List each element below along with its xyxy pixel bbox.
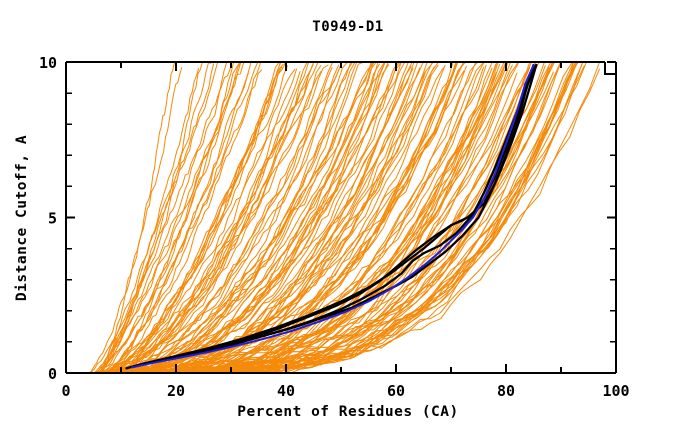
x-axis-ticks: [65, 62, 617, 373]
model-curve: [95, 61, 252, 373]
model-curve: [102, 72, 249, 374]
model-curve: [101, 68, 296, 373]
model-curve: [112, 61, 415, 374]
y-axis-ticks: [66, 61, 616, 374]
model-curve: [87, 67, 183, 374]
reference-curve: [130, 63, 538, 368]
axis-top-notch: [604, 62, 616, 75]
model-curve: [108, 61, 379, 374]
model-curve: [94, 62, 240, 374]
model-curve-ensemble: [87, 61, 600, 374]
model-curve: [102, 61, 319, 373]
model-curve: [119, 61, 402, 374]
model-curve: [110, 61, 315, 374]
model-curve: [99, 61, 262, 373]
model-curve: [101, 61, 282, 374]
model-curve: [116, 61, 374, 373]
model-curve: [98, 63, 215, 374]
y-tick-label: 0: [48, 365, 57, 383]
y-tick-label: 5: [48, 210, 57, 228]
x-tick-label: 20: [167, 382, 185, 400]
model-curve: [99, 67, 200, 374]
highlighted-curve: [131, 64, 535, 369]
y-tick-label: 10: [39, 54, 57, 72]
x-axis-title: Percent of Residues (CA): [237, 404, 459, 420]
y-axis-title: Distance Cutoff, A: [14, 135, 30, 301]
x-tick-label: 80: [497, 382, 515, 400]
model-curve: [111, 61, 365, 374]
y-axis-tick-labels: 0 5 10: [39, 54, 57, 383]
x-tick-label: 100: [602, 382, 629, 400]
highlighted-curve-group: [131, 64, 535, 369]
reference-curve: [141, 63, 535, 365]
model-curve: [91, 67, 231, 373]
x-tick-label: 60: [387, 382, 405, 400]
x-axis-tick-labels: 0 20 40 60 80 100: [61, 382, 629, 400]
model-curve: [130, 63, 519, 374]
model-curve: [141, 65, 585, 374]
model-curve: [109, 70, 322, 373]
model-curve: [103, 69, 263, 374]
x-tick-label: 40: [277, 382, 295, 400]
chart-title: T0949-D1: [312, 19, 383, 35]
model-curve: [101, 65, 288, 374]
model-curve: [140, 61, 587, 374]
model-curve: [99, 61, 203, 374]
x-tick-label: 0: [61, 382, 70, 400]
model-curve: [110, 61, 386, 374]
model-curve: [99, 61, 259, 373]
model-curve: [116, 61, 440, 374]
model-curve: [106, 62, 373, 374]
model-curve: [94, 61, 242, 374]
model-curve: [98, 62, 244, 374]
model-curve: [141, 61, 600, 374]
